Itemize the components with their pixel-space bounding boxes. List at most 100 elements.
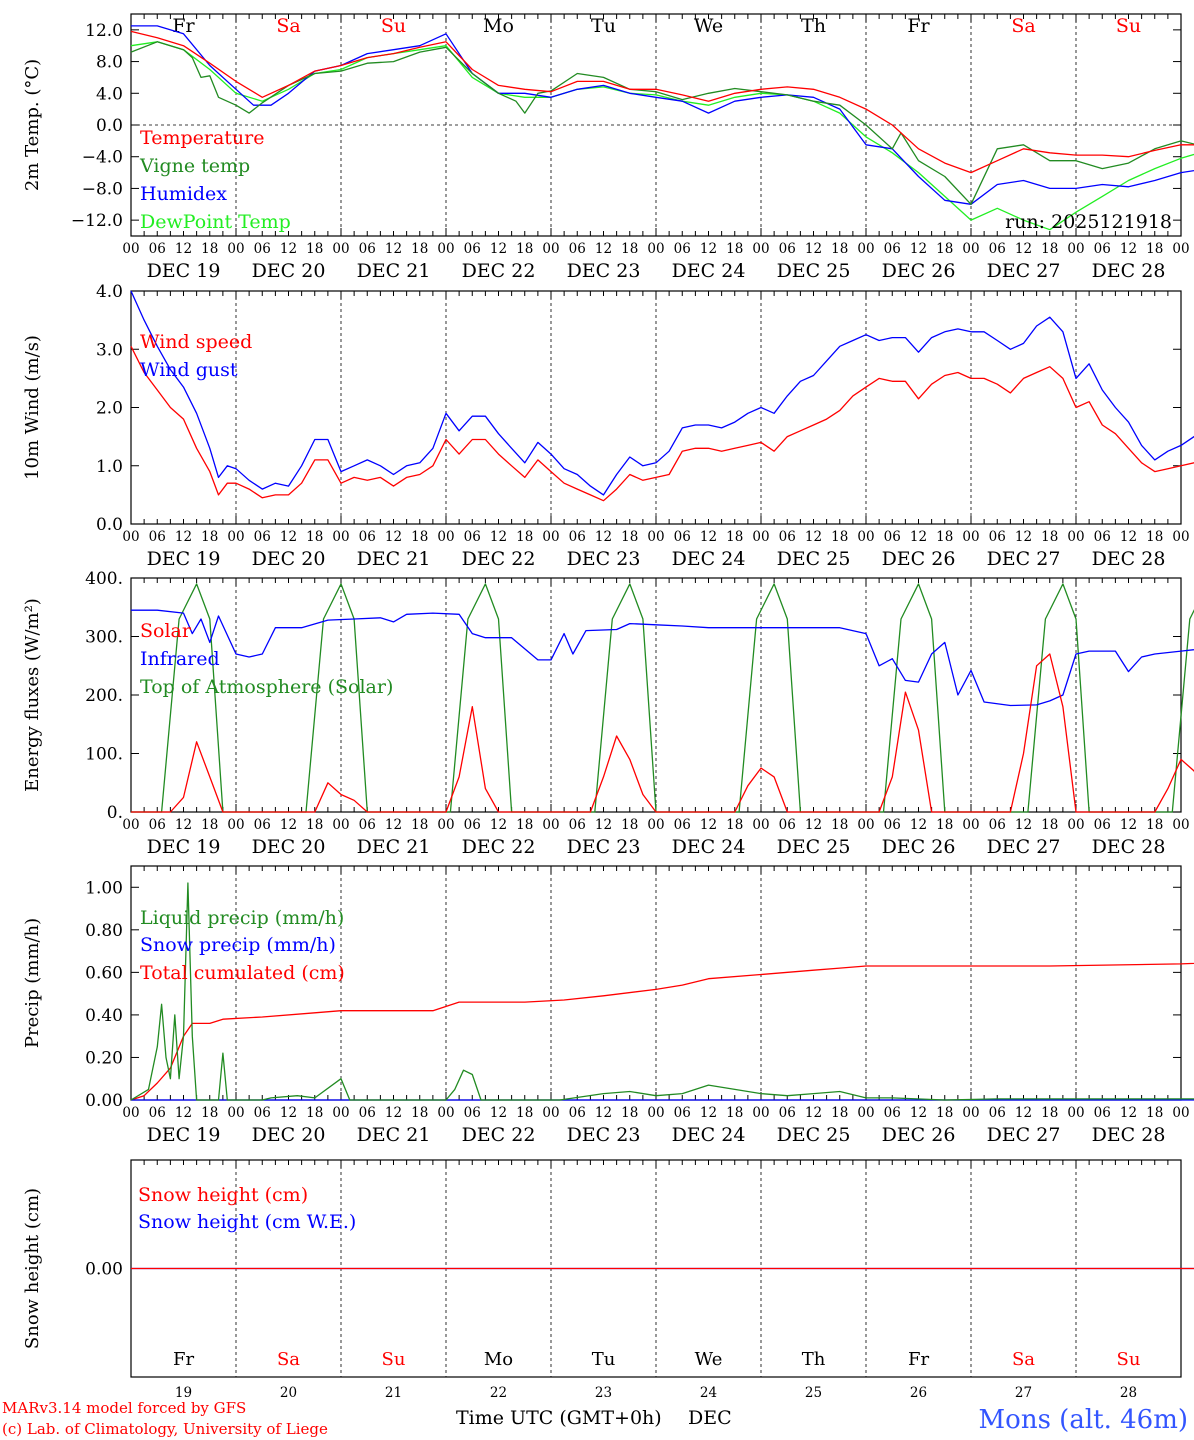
day-number-label: 19: [175, 1385, 192, 1401]
day-number-label: 23: [595, 1385, 612, 1401]
hour-label: 00: [542, 529, 559, 545]
date-label: DEC 19: [147, 1124, 221, 1146]
legend-entry: Infrared: [140, 648, 220, 670]
date-label: DEC 20: [252, 1124, 326, 1146]
y-tick-label: 12.0: [85, 21, 123, 41]
hour-label: 06: [674, 529, 691, 545]
y-axis-title: 10m Wind (m/s): [22, 335, 43, 480]
hour-label: 18: [831, 241, 848, 257]
day-number-label: 27: [1015, 1385, 1032, 1401]
weekday-label: Su: [1117, 1349, 1141, 1370]
hour-label: 12: [490, 529, 507, 545]
series-line-liquid-precip-mm-h: [130, 882, 1194, 1101]
hour-label: 18: [201, 241, 218, 257]
hour-label: 18: [726, 817, 743, 833]
hour-label: 18: [936, 529, 953, 545]
date-label: DEC 28: [1092, 260, 1166, 282]
hour-label: 12: [910, 1105, 927, 1121]
hour-label: 00: [332, 817, 349, 833]
legend-entry: Wind gust: [140, 359, 238, 381]
hour-label: 12: [700, 529, 717, 545]
date-label: DEC 27: [987, 836, 1061, 858]
hour-label: 06: [779, 241, 796, 257]
weekday-label: Sa: [1011, 15, 1035, 37]
hour-label: 12: [595, 1105, 612, 1121]
date-label: DEC 24: [672, 836, 746, 858]
hour-label: 06: [569, 529, 586, 545]
date-label: DEC 21: [357, 548, 431, 570]
y-tick-label: 8.0: [96, 53, 123, 73]
hour-label: 06: [779, 1105, 796, 1121]
hour-label: 18: [411, 241, 428, 257]
date-label: DEC 24: [672, 548, 746, 570]
hour-label: 18: [1146, 529, 1163, 545]
hour-label: 00: [227, 241, 244, 257]
hour-label: 00: [962, 817, 979, 833]
y-tick-label: −12.0: [71, 211, 123, 231]
hour-label: 00: [857, 241, 874, 257]
legend-entry: Snow precip (mm/h): [140, 934, 336, 956]
hour-label: 00: [122, 241, 139, 257]
hour-label: 06: [989, 241, 1006, 257]
date-label: DEC 26: [882, 836, 956, 858]
hour-label: 00: [122, 817, 139, 833]
date-label: DEC 20: [252, 836, 326, 858]
date-label: DEC 28: [1092, 836, 1166, 858]
hour-label: 18: [411, 529, 428, 545]
hour-label: 06: [254, 817, 271, 833]
weekday-label: Fr: [173, 1349, 194, 1370]
hour-label: 18: [1146, 241, 1163, 257]
y-tick-label: 0.0: [96, 515, 123, 535]
hour-label: 12: [805, 529, 822, 545]
y-tick-label: 0.60: [85, 963, 123, 983]
hour-label: 00: [437, 1105, 454, 1121]
y-tick-label: 4.0: [96, 282, 123, 302]
hour-label: 18: [306, 1105, 323, 1121]
hour-label: 06: [569, 817, 586, 833]
hour-label: 00: [332, 529, 349, 545]
hour-label: 12: [280, 817, 297, 833]
hour-label: 12: [490, 1105, 507, 1121]
hour-label: 06: [1094, 529, 1111, 545]
date-label: DEC 23: [567, 1124, 641, 1146]
weekday-label: Su: [1116, 15, 1141, 37]
weekday-label: We: [694, 15, 723, 37]
date-label: DEC 25: [777, 836, 851, 858]
hour-label: 12: [175, 817, 192, 833]
legend-entry: Wind speed: [140, 331, 252, 353]
weekday-label: Th: [801, 15, 826, 37]
hour-label: 06: [254, 241, 271, 257]
hour-label: 00: [962, 1105, 979, 1121]
day-number-label: 21: [385, 1385, 402, 1401]
y-axis-title: Precip (mm/h): [22, 918, 43, 1048]
hour-label: 18: [516, 1105, 533, 1121]
hour-label: 06: [464, 1105, 481, 1121]
date-label: DEC 21: [357, 260, 431, 282]
weekday-label: Mo: [484, 1349, 513, 1370]
weekday-label: Su: [381, 15, 406, 37]
temperature-panel: 12.0 8.0 4.0 0.0 −4.0 −8.0 −12.0 2m Temp. (°C) 0…: [22, 13, 1194, 282]
hour-label: 06: [884, 817, 901, 833]
y-tick-label: 0.40: [85, 1006, 123, 1026]
hour-label: 18: [201, 1105, 218, 1121]
hour-label: 06: [779, 529, 796, 545]
hour-label: 12: [910, 817, 927, 833]
hour-label: 18: [516, 817, 533, 833]
hour-label: 00: [437, 241, 454, 257]
hour-label: 12: [175, 241, 192, 257]
hour-label: 12: [175, 529, 192, 545]
date-label: DEC 28: [1092, 548, 1166, 570]
hour-label: 00: [752, 817, 769, 833]
hour-label: 06: [464, 529, 481, 545]
date-label: DEC 19: [147, 836, 221, 858]
hour-label: 18: [516, 241, 533, 257]
legend-entry: Humidex: [140, 183, 227, 205]
legend-entry: Snow height (cm): [138, 1184, 308, 1206]
hour-label: 12: [490, 241, 507, 257]
hour-label: 18: [936, 817, 953, 833]
series-line-wind-speed: [130, 346, 1194, 502]
hour-label: 00: [647, 241, 664, 257]
hour-label: 06: [359, 241, 376, 257]
hour-label: 18: [621, 529, 638, 545]
hour-label: 00: [227, 1105, 244, 1121]
